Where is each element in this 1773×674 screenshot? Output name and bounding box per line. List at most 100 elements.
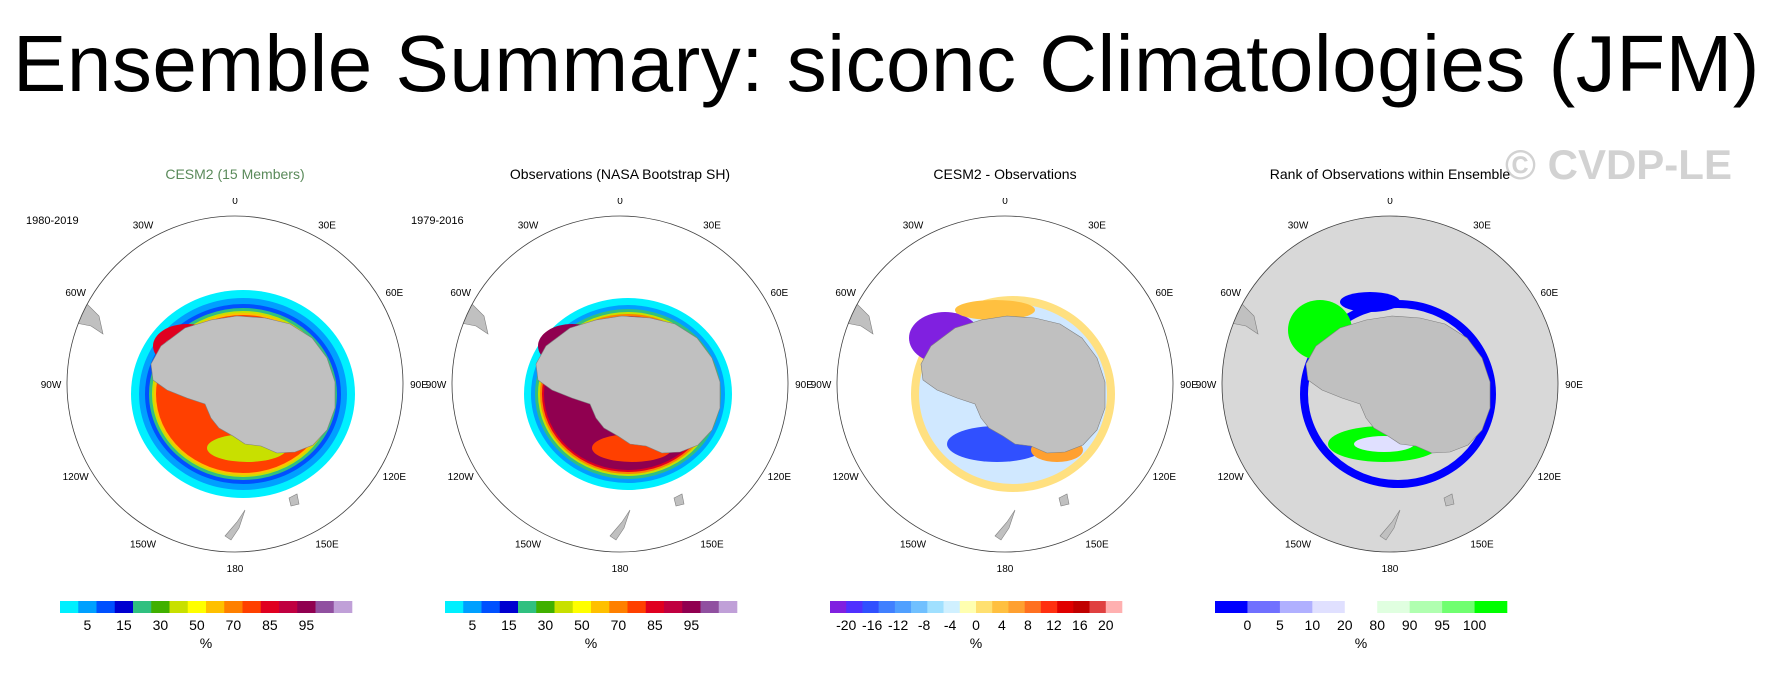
longitude-label: 30W — [903, 221, 924, 232]
colorbar-swatch — [1057, 601, 1074, 613]
longitude-label: 90E — [795, 380, 813, 391]
longitude-label: 0 — [232, 198, 238, 207]
colorbar-swatch — [943, 601, 961, 613]
longitude-label: 90E — [410, 380, 428, 391]
longitude-label: 60E — [1155, 288, 1173, 299]
figure-title: Ensemble Summary: siconc Climatologies (… — [13, 19, 1760, 108]
colorbar-swatch — [114, 601, 134, 613]
colorbar-swatch — [927, 601, 944, 613]
polar-map: 0 30E 60E 90E 120E 150E 180 150W 120W 90W 60W 30W — [426, 198, 814, 575]
tasmania-landmass — [1443, 493, 1455, 507]
tasmania-landmass — [673, 493, 685, 507]
colorbar-swatch — [627, 601, 647, 613]
colorbar-swatch — [206, 601, 225, 613]
map-border — [451, 215, 789, 553]
colorbar-swatch — [96, 601, 116, 613]
colorbar-unit: % — [970, 635, 982, 651]
colorbar-tick-label: 85 — [262, 617, 278, 633]
colorbar-tick-label: 5 — [1276, 617, 1284, 633]
longitude-label: 90E — [1180, 380, 1198, 391]
colorbar-tick-label: -4 — [944, 617, 957, 633]
longitude-label: 60E — [1540, 288, 1558, 299]
colorbar-swatch — [1279, 601, 1313, 613]
sea-ice-field — [837, 296, 1115, 541]
longitude-label: 0 — [1387, 198, 1393, 207]
colorbar-swatch — [1247, 601, 1281, 613]
colorbar-swatch — [78, 601, 97, 613]
colorbar-swatch — [572, 601, 592, 613]
longitude-label: 120W — [833, 472, 860, 483]
tasmania-landmass — [1058, 493, 1070, 507]
coast-positive — [955, 300, 1035, 320]
longitude-label: 30E — [1088, 221, 1106, 232]
colorbar-tick-label: 70 — [611, 617, 627, 633]
longitude-label: 120E — [1153, 472, 1177, 483]
longitude-label: 30E — [703, 221, 721, 232]
longitude-label: 60E — [385, 288, 403, 299]
colorbar-swatch — [315, 601, 335, 613]
longitude-label: 90W — [1196, 380, 1217, 391]
panel-observations-climatology: Observations (NASA Bootstrap SH) 1979-20… — [400, 160, 840, 670]
longitude-label: 60E — [770, 288, 788, 299]
colorbar-swatch — [536, 601, 555, 613]
colorbar-tick-label: -12 — [888, 617, 908, 633]
longitude-label: 180 — [997, 564, 1014, 575]
colorbar-swatch — [1089, 601, 1107, 613]
colorbar-swatch — [911, 601, 928, 613]
colorbar-swatch — [297, 601, 316, 613]
colorbar-tick-label: -16 — [862, 617, 882, 633]
longitude-label: 180 — [1382, 564, 1399, 575]
colorbar-tick-label: 30 — [538, 617, 554, 633]
colorbar-swatch — [1409, 601, 1443, 613]
colorbar-tick-label: -20 — [836, 617, 856, 633]
longitude-label: 0 — [617, 198, 623, 207]
colorbar-tick-label: 20 — [1337, 617, 1353, 633]
longitude-label: 180 — [227, 564, 244, 575]
colorbar-swatch — [1040, 601, 1058, 613]
colorbar-swatch — [992, 601, 1009, 613]
colorbar-swatch — [609, 601, 628, 613]
colorbar-swatch — [463, 601, 482, 613]
longitude-label: 90W — [41, 380, 62, 391]
new-zealand-landmass — [609, 509, 631, 541]
colorbar-swatch — [554, 601, 574, 613]
colorbar-tick-label: 95 — [1434, 617, 1450, 633]
colorbar-tick-label: 15 — [116, 617, 132, 633]
colorbar-swatch — [1377, 601, 1410, 613]
colorbar-tick-label: 16 — [1072, 617, 1088, 633]
colorbar-swatch — [133, 601, 152, 613]
polar-map: 0 30E 60E 90E 120E 150E 180 150W 120W 90W 60W 30W — [41, 198, 429, 575]
longitude-label: 150W — [1285, 539, 1312, 550]
polar-map: 0 30E 60E 90E 120E 150E 180 150W 120W 90W 60W 30W — [811, 198, 1199, 575]
colorbar-swatch — [1008, 601, 1025, 613]
longitude-label: 180 — [612, 564, 629, 575]
antarctica-landmass — [150, 315, 336, 454]
antarctica-landmass — [920, 315, 1106, 454]
colorbar-swatch — [682, 601, 701, 613]
longitude-label: 60W — [835, 288, 856, 299]
colorbar-swatch — [1073, 601, 1090, 613]
longitude-label: 120E — [383, 472, 407, 483]
colorbar-swatch — [518, 601, 537, 613]
panel-title: CESM2 (15 Members) — [165, 166, 305, 182]
colorbar-tick-label: 0 — [972, 617, 980, 633]
longitude-label: 150E — [700, 539, 724, 550]
period-label: 1979-2016 — [411, 215, 464, 227]
colorbar-swatch — [862, 601, 879, 613]
colorbar-tick-label: 95 — [299, 617, 315, 633]
colorbar-tick-label: 50 — [574, 617, 590, 633]
longitude-label: 150W — [515, 539, 542, 550]
longitude-label: 0 — [1002, 198, 1008, 207]
colorbar-swatch — [1474, 601, 1508, 613]
longitude-label: 60W — [65, 288, 86, 299]
colorbar-swatch — [1024, 601, 1042, 613]
colorbar-swatch — [481, 601, 501, 613]
colorbar-swatch — [1312, 601, 1346, 613]
longitude-label: 60W — [450, 288, 471, 299]
colorbar-swatch — [700, 601, 720, 613]
colorbar-swatch — [187, 601, 207, 613]
colorbar-swatch — [1105, 601, 1123, 613]
tasmania-landmass — [288, 493, 300, 507]
colorbar-unit: % — [200, 635, 212, 651]
longitude-label: 120E — [768, 472, 792, 483]
